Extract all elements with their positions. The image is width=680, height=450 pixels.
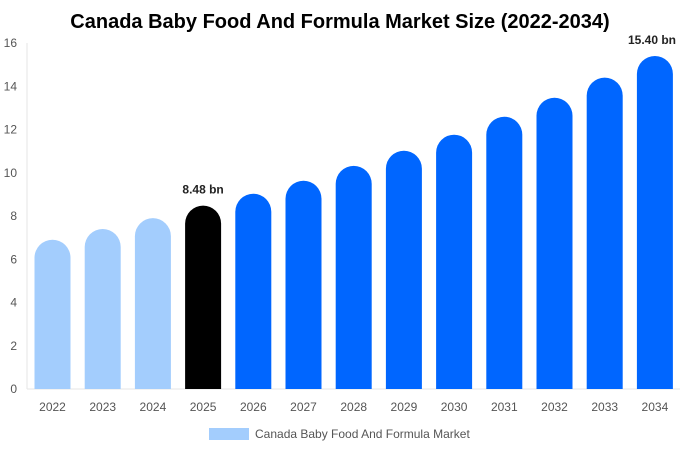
- bar-2030: [436, 134, 473, 389]
- data-label: 8.48 bn: [182, 183, 223, 197]
- y-tick-label: 14: [4, 79, 18, 93]
- y-tick-label: 16: [4, 36, 18, 50]
- bar-2025: [185, 205, 222, 389]
- x-tick-label: 2024: [140, 400, 167, 414]
- y-tick-label: 4: [10, 296, 17, 310]
- x-tick-label: 2027: [290, 400, 317, 414]
- x-tick-label: 2030: [441, 400, 468, 414]
- y-tick-label: 2: [10, 339, 17, 353]
- x-tick-label: 2033: [591, 400, 618, 414]
- x-tick-label: 2034: [642, 400, 669, 414]
- y-tick-label: 8: [10, 209, 17, 223]
- chart-title: Canada Baby Food And Formula Market Size…: [70, 11, 609, 33]
- x-tick-label: 2023: [89, 400, 116, 414]
- bar-2023: [84, 228, 121, 389]
- bar-2022: [34, 239, 71, 389]
- y-tick-label: 12: [4, 123, 18, 137]
- data-label: 15.40 bn: [628, 33, 676, 47]
- bar-2026: [235, 193, 272, 389]
- legend: Canada Baby Food And Formula Market: [209, 427, 470, 441]
- y-tick-label: 6: [10, 252, 17, 266]
- bar-2031: [486, 116, 523, 389]
- bar-2028: [335, 165, 372, 389]
- x-tick-label: 2028: [340, 400, 367, 414]
- bar-2033: [586, 77, 623, 389]
- y-tick-label: 0: [10, 382, 17, 396]
- bar-2027: [285, 180, 322, 389]
- x-tick-label: 2031: [491, 400, 518, 414]
- x-tick-label: 2026: [240, 400, 267, 414]
- x-tick-label: 2029: [391, 400, 418, 414]
- y-tick-label: 10: [4, 166, 18, 180]
- x-tick-label: 2022: [39, 400, 66, 414]
- bar-2024: [134, 218, 171, 389]
- bar-2034: [636, 55, 673, 389]
- x-tick-label: 2025: [190, 400, 217, 414]
- bar-2032: [536, 97, 573, 390]
- x-tick-label: 2032: [541, 400, 568, 414]
- bar-2029: [385, 150, 422, 389]
- legend-swatch: [209, 428, 249, 440]
- legend-label: Canada Baby Food And Formula Market: [255, 427, 470, 441]
